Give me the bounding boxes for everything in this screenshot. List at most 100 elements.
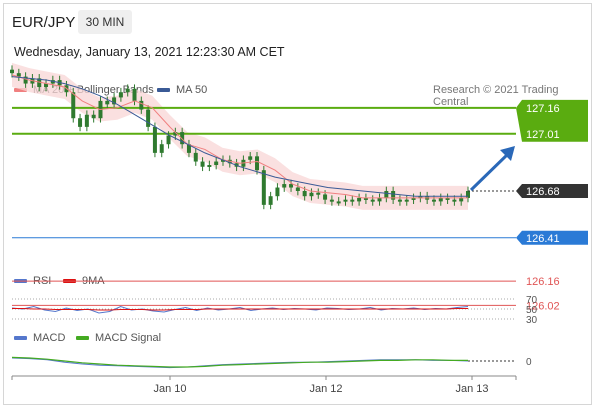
candle-body	[23, 76, 28, 84]
chart-datetime: Wednesday, January 13, 2021 12:23:30 AM …	[14, 45, 285, 59]
candle-body	[16, 73, 21, 77]
rsi-level-label-30: 30	[526, 315, 538, 326]
candle-body	[452, 199, 457, 202]
candle-body	[261, 170, 266, 205]
candle-body	[431, 199, 436, 202]
candle-body	[459, 197, 464, 202]
candle-body	[445, 197, 450, 200]
legend-macd-signal: MACD Signal	[76, 332, 161, 344]
candle-body	[391, 191, 396, 200]
candle-body	[329, 199, 334, 202]
bollinger-band	[12, 62, 468, 210]
candle-body	[343, 199, 348, 202]
research-credit: Research © 2021 Trading Central	[433, 84, 559, 108]
candle-body	[84, 114, 89, 127]
candle-body	[336, 201, 341, 204]
candle-body	[118, 92, 123, 98]
candle-body	[397, 199, 402, 202]
timeframe-button[interactable]: 30 MIN	[78, 10, 132, 34]
candle-body	[316, 192, 321, 195]
candle-body	[377, 197, 382, 202]
candle-body	[309, 192, 314, 197]
legend-macd-label: MACD	[33, 332, 66, 344]
rsi-level-label-50: 50	[526, 305, 538, 316]
candle-body	[91, 114, 96, 119]
candle-body	[146, 109, 151, 127]
candle-body	[384, 191, 389, 198]
projection-arrow-head	[500, 146, 515, 161]
candle-body	[418, 196, 423, 199]
x-tick-label: Jan 12	[309, 383, 342, 395]
candle-body	[44, 83, 49, 88]
candle-body	[438, 197, 443, 202]
candle-body	[78, 118, 83, 127]
level-label-support-1: 126.16	[526, 276, 560, 288]
candle-body	[132, 88, 137, 101]
candle-body	[200, 161, 205, 167]
candle-body	[282, 184, 287, 188]
macd-level-label-0: 0	[526, 357, 532, 368]
candle-body	[207, 165, 212, 168]
candle-body	[105, 100, 110, 105]
candle-body	[220, 159, 225, 162]
last-price-label: 126.68	[526, 186, 560, 198]
candle-body	[370, 199, 375, 202]
rsi-level-label-70: 70	[526, 295, 538, 306]
candle-body	[466, 191, 470, 198]
last-price-label-box	[516, 184, 588, 198]
candle-body	[404, 199, 409, 202]
candle-body	[159, 144, 164, 153]
candle-body	[255, 156, 260, 171]
candle-body	[166, 135, 171, 145]
resistance-label-box	[516, 99, 588, 142]
candle-body	[214, 161, 219, 166]
legend-macd: MACD	[14, 332, 65, 344]
level-label-resistance-2: 127.16	[526, 103, 560, 115]
candle-body	[289, 184, 294, 188]
level-label-pivot: 126.41	[526, 233, 560, 245]
ma50-line	[11, 76, 468, 197]
candle-body	[152, 126, 157, 153]
candle-body	[275, 187, 280, 197]
projection-arrow-line	[469, 151, 511, 192]
legend-ma50: MA 50	[157, 84, 207, 96]
candle-body	[125, 88, 130, 93]
legend-macd-signal-label: MACD Signal	[95, 332, 162, 344]
candle-body	[10, 69, 14, 74]
candle-body	[112, 97, 117, 105]
macd-signal-line	[11, 356, 468, 368]
level-label-support-2: 126.02	[526, 300, 560, 312]
candle-body	[363, 197, 368, 200]
candle-body	[186, 144, 191, 153]
x-tick-label: Jan 10	[153, 383, 186, 395]
candle-body	[350, 199, 355, 202]
candle-body	[139, 100, 144, 110]
ma20-line	[11, 74, 468, 199]
chart-frame	[3, 3, 592, 405]
currency-pair: EUR/JPY	[12, 14, 76, 31]
candle-body	[248, 156, 253, 160]
level-label-resistance-1: 127.01	[526, 129, 560, 141]
rsi-ma-line	[12, 308, 468, 311]
candle-body	[411, 197, 416, 200]
candle-body	[37, 78, 42, 88]
pivot-label-box	[516, 230, 588, 245]
candle-body	[71, 92, 76, 119]
macd-signal-swatch	[76, 336, 89, 340]
ma20-swatch	[14, 88, 27, 92]
candle-body	[173, 132, 178, 136]
candle-body	[193, 152, 198, 162]
candle-body	[50, 80, 55, 84]
x-tick-label: Jan 13	[455, 383, 488, 395]
candle-body	[323, 194, 328, 200]
candle-body	[268, 196, 273, 205]
candle-body	[295, 187, 300, 191]
legend-ma50-label: MA 50	[176, 84, 208, 96]
ma50-swatch	[157, 88, 170, 92]
macd-swatch	[14, 336, 27, 340]
candle-body	[180, 132, 185, 145]
candle-body	[357, 197, 362, 202]
candle-body	[302, 191, 307, 197]
